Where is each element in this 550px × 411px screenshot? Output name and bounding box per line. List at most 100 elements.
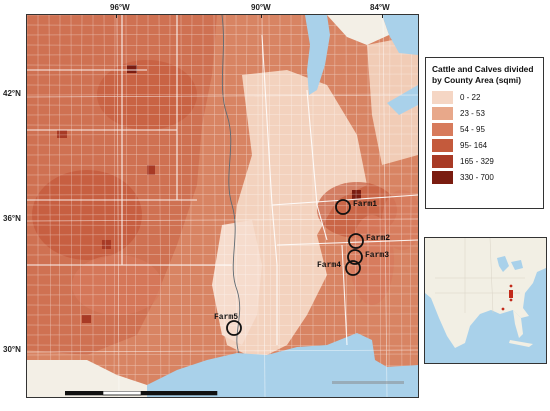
legend-label: 54 - 95 [460, 125, 485, 134]
map-frame[interactable]: Farm1 Farm2 Farm3 Farm4 Farm5 0 190 380 … [26, 14, 419, 398]
scale-label-0: 0 [63, 397, 67, 398]
patch-dark-1 [127, 65, 137, 73]
inset-cuba [509, 340, 533, 347]
inset-farm-point-1 [509, 284, 513, 288]
county-line [27, 304, 418, 307]
scale-label-190: 190 [98, 397, 109, 398]
county-line [278, 15, 281, 397]
legend-label: 95- 164 [460, 141, 488, 150]
graticule [27, 15, 418, 397]
county-line [27, 324, 418, 327]
farm4-label: Farm4 [317, 261, 342, 270]
county-line [180, 15, 183, 397]
county-line [27, 253, 418, 256]
legend-swatch [432, 139, 453, 152]
legend-row: 95- 164 [432, 139, 537, 152]
longitude-tick-90w: 90°W [251, 3, 271, 12]
patch-dark-2 [57, 130, 67, 138]
county-line [27, 164, 418, 167]
mexico-land [27, 360, 147, 397]
state-boundaries [27, 15, 418, 346]
county-line [79, 15, 83, 397]
farm3-marker[interactable] [347, 249, 363, 265]
legend-swatch [432, 155, 453, 168]
county-line [290, 15, 293, 397]
longitude-tick-mark-96w [116, 14, 117, 18]
county-line [27, 333, 418, 336]
lake-erie [387, 85, 418, 115]
longitude-tick-84w: 84°W [370, 3, 390, 12]
inset-state-lines [435, 238, 525, 314]
county-line [70, 15, 73, 397]
county-line [27, 133, 418, 136]
county-grid [27, 15, 418, 397]
county-line [223, 15, 226, 397]
latitude-tick-42n: 42°N [3, 89, 21, 98]
county-line [125, 15, 128, 397]
inset-florida [513, 310, 523, 338]
county-line [27, 204, 418, 207]
county-line [27, 113, 418, 116]
county-line [58, 15, 61, 397]
inset-great-lakes [497, 256, 523, 272]
choropleth-map[interactable] [27, 15, 418, 397]
legend-swatch [432, 171, 453, 184]
legend-swatch [432, 91, 453, 104]
county-line [299, 15, 303, 397]
farm2-label: Farm2 [366, 234, 391, 243]
county-line [103, 15, 107, 397]
legend-row: 0 - 22 [432, 91, 537, 104]
scale-label-380: 380 [135, 397, 146, 398]
county-line [189, 15, 193, 397]
legend-row: 23 - 53 [432, 107, 537, 120]
canada-land [327, 15, 389, 45]
patch-dark-4 [102, 240, 111, 249]
county-line [27, 293, 418, 296]
county-line [134, 15, 138, 397]
county-line [27, 173, 418, 176]
patch-tennessee [350, 215, 394, 305]
latitude-tick-30n: 30°N [3, 345, 21, 354]
county-line [27, 44, 418, 47]
county-line [27, 313, 418, 316]
farm3-label: Farm3 [365, 251, 390, 260]
legend-swatch [432, 107, 453, 120]
county-line [48, 15, 52, 397]
county-line [27, 213, 418, 216]
county-line [168, 15, 171, 397]
farm4-marker[interactable] [345, 260, 361, 276]
farm2-marker[interactable] [348, 233, 364, 249]
farm1-label: Farm1 [353, 200, 378, 209]
inset-farm-point-3 [501, 307, 505, 311]
county-line [27, 244, 418, 247]
county-line [244, 15, 248, 397]
legend-row: 330 - 700 [432, 171, 537, 184]
longitude-tick-mark-90w [261, 14, 262, 18]
lake-huron [382, 15, 418, 55]
farm1-marker[interactable] [335, 199, 351, 215]
farm5-label: Farm5 [214, 313, 239, 322]
scale-label-760km: 760km [207, 397, 227, 398]
legend-row: 165 - 329 [432, 155, 537, 168]
farm5-marker[interactable] [226, 320, 242, 336]
county-line [213, 15, 217, 397]
legend-label: 23 - 53 [460, 109, 485, 118]
county-line [27, 184, 418, 187]
patch-virginia [382, 190, 418, 250]
legend-swatch [432, 123, 453, 136]
legend-rows: 0 - 22 23 - 53 54 - 95 95- 164 165 - 329 330 … [432, 91, 537, 184]
county-line [27, 104, 418, 107]
county-line [268, 15, 272, 397]
inset-locator-map[interactable] [424, 237, 547, 364]
county-line [27, 284, 418, 287]
legend-label: 330 - 700 [460, 173, 494, 182]
patch-oklahoma [72, 255, 162, 315]
legend-label: 0 - 22 [460, 93, 481, 102]
county-line [27, 153, 418, 156]
patch-dark-5 [352, 190, 361, 199]
county-line [27, 124, 418, 127]
map-legend: Cattle and Calves divided by County Area… [425, 57, 544, 209]
mississippi-river [221, 15, 241, 354]
county-line [323, 15, 327, 397]
county-line [27, 144, 418, 147]
